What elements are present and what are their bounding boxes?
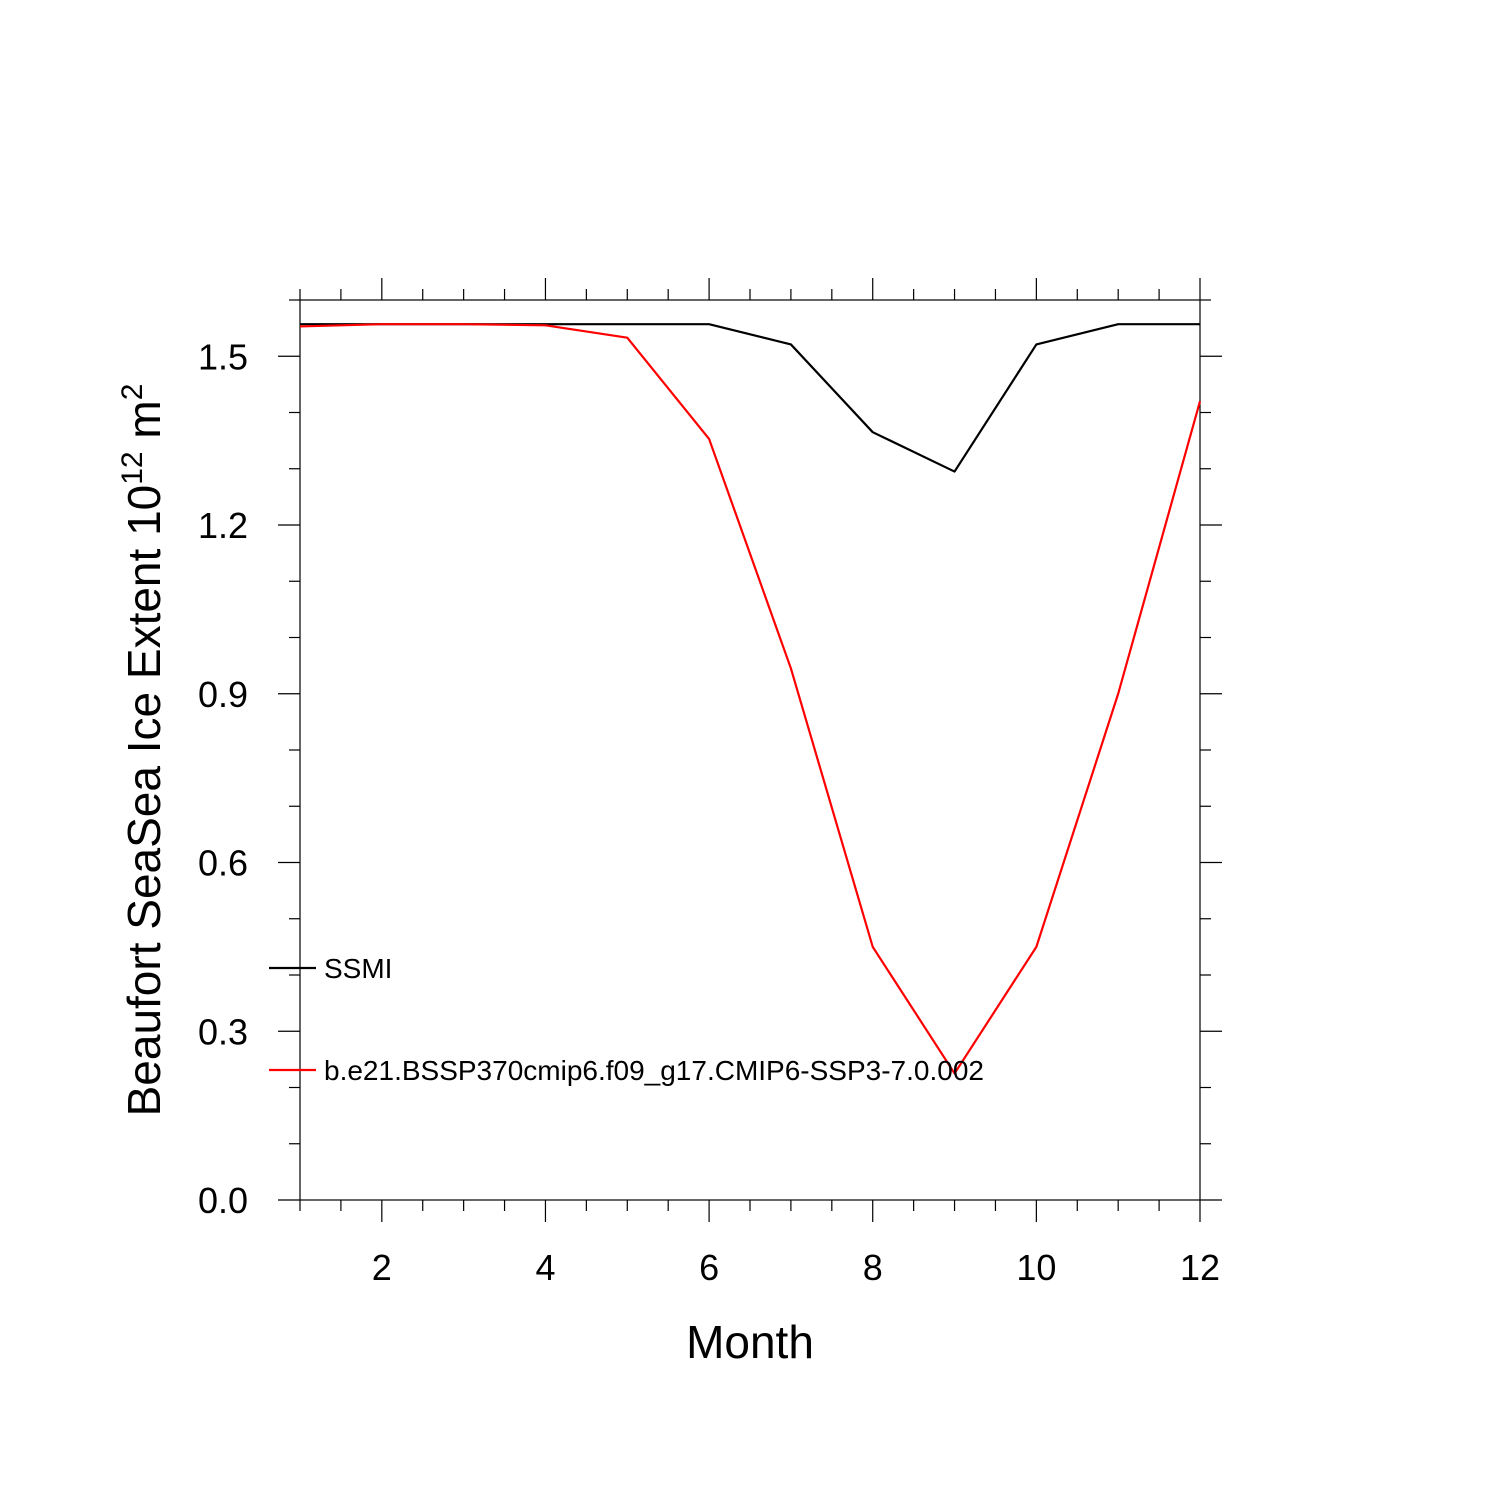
y-axis-title: Beaufort SeaSea Ice Extent 1012 m2 (116, 384, 170, 1117)
x-tick-label: 10 (1016, 1247, 1056, 1288)
y-axis-title-unit-exponent: 2 (116, 384, 149, 401)
x-tick-label: 8 (863, 1247, 883, 1288)
y-tick-label: 1.2 (198, 505, 248, 546)
x-tick-label: 12 (1180, 1247, 1220, 1288)
y-tick-label: 0.3 (198, 1011, 248, 1052)
y-tick-label: 1.5 (198, 336, 248, 377)
legend-label-2: b.e21.BSSP370cmip6.f09_g17.CMIP6-SSP3-7.… (324, 1055, 984, 1086)
y-axis-title-exponent: 12 (116, 451, 149, 484)
legend-label-1: SSMI (324, 953, 392, 984)
x-tick-label: 4 (535, 1247, 555, 1288)
tick-labels: 2 4 6 8 10 12 0.0 0.3 0.6 0.9 1.2 1.5 (198, 336, 1220, 1288)
legend: SSMI b.e21.BSSP370cmip6.f09_g17.CMIP6-SSP… (269, 953, 984, 1086)
axis-ticks (278, 278, 1222, 1222)
x-tick-label: 6 (699, 1247, 719, 1288)
y-tick-label: 0.6 (198, 843, 248, 884)
y-axis-title-unit: m (118, 400, 170, 451)
y-tick-label: 0.9 (198, 674, 248, 715)
y-tick-label: 0.0 (198, 1180, 248, 1221)
series-line-2 (299, 323, 1202, 1075)
series-layer (299, 323, 1202, 1075)
x-axis-title: Month (686, 1316, 814, 1368)
plot-frame (299, 299, 1201, 1201)
y-axis-title-prefix: Beaufort SeaSea Ice Extent 10 (118, 485, 170, 1117)
x-tick-label: 2 (372, 1247, 392, 1288)
